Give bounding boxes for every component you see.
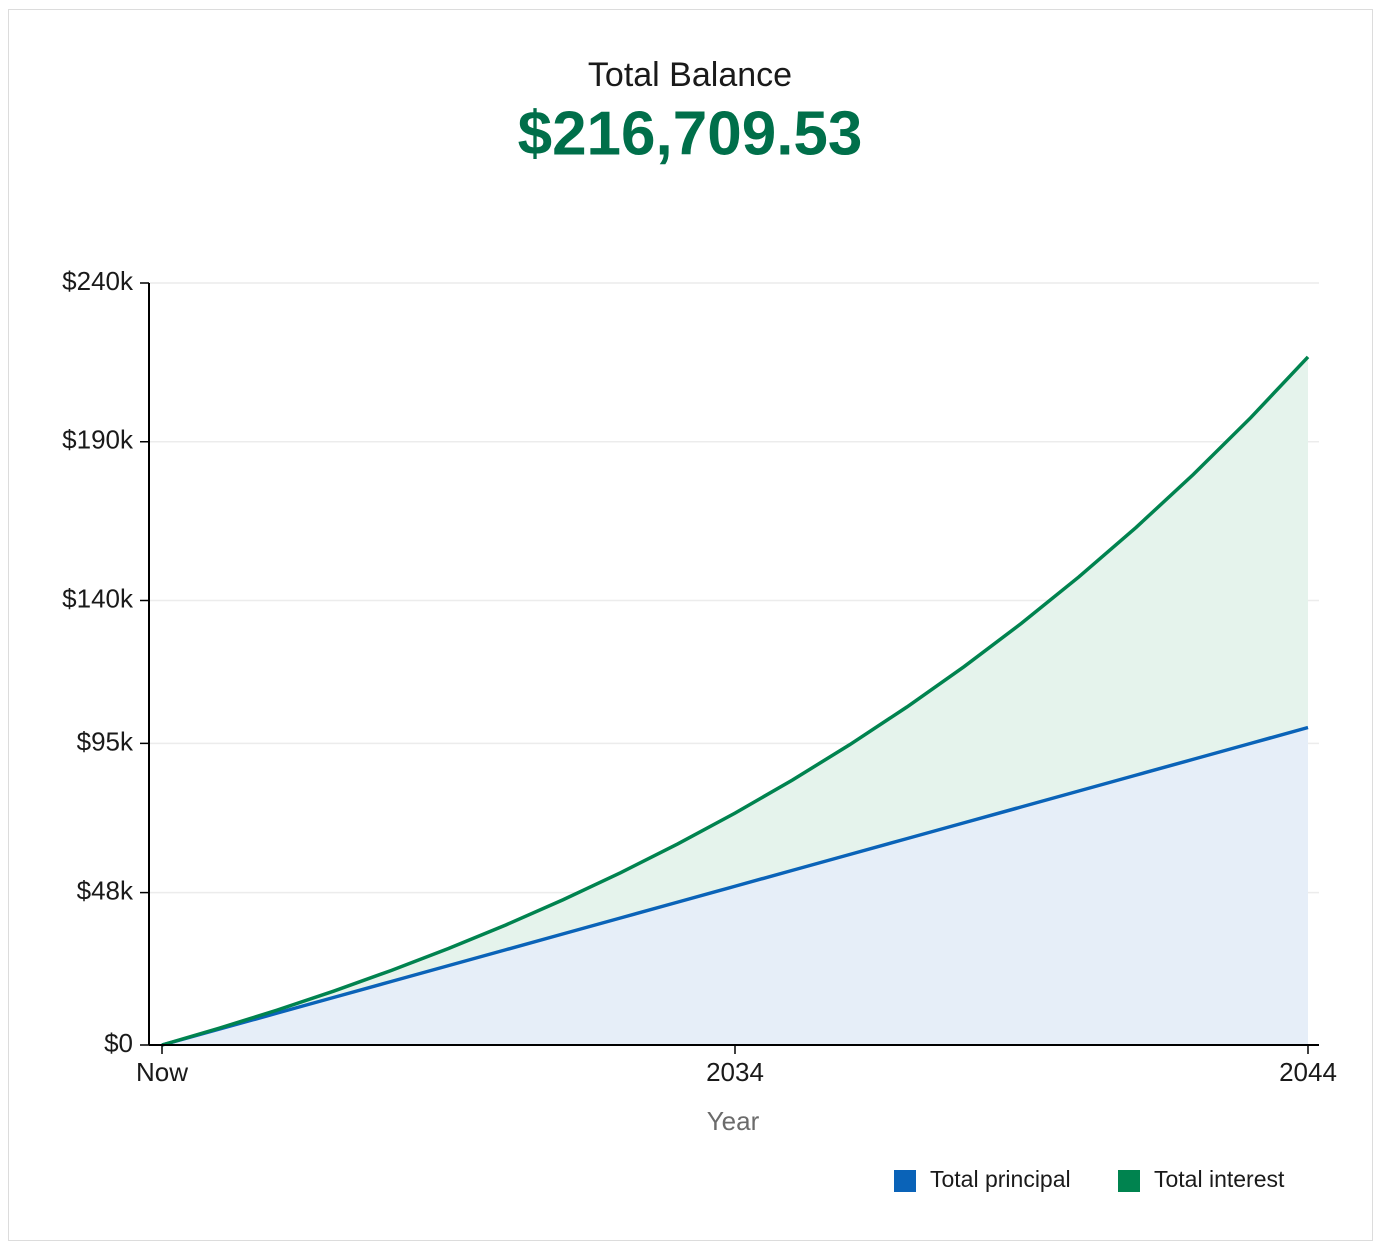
legend-swatch <box>1118 1170 1140 1192</box>
line <box>161 725 1309 1047</box>
chart-title: Total Balance <box>588 56 792 94</box>
y-tick-label: $240k <box>62 266 134 296</box>
x-tick-label: 2034 <box>706 1057 764 1087</box>
x-axis-label: Year <box>707 1106 760 1136</box>
x-tick-label: Now <box>136 1057 188 1087</box>
y-tick-label: $48k <box>77 875 134 905</box>
legend-label: Total principal <box>930 1166 1071 1192</box>
line <box>161 355 1310 1047</box>
y-tick-label: $140k <box>62 583 134 613</box>
y-tick-label: $0 <box>104 1028 133 1058</box>
x-tick-label: 2044 <box>1279 1057 1337 1087</box>
legend-swatch <box>894 1170 916 1192</box>
area <box>162 356 1308 1045</box>
legend-label: Total interest <box>1154 1166 1285 1192</box>
y-tick-label: $95k <box>77 726 134 756</box>
y-tick-label: $190k <box>62 425 134 455</box>
total-value: $216,709.53 <box>518 99 863 168</box>
